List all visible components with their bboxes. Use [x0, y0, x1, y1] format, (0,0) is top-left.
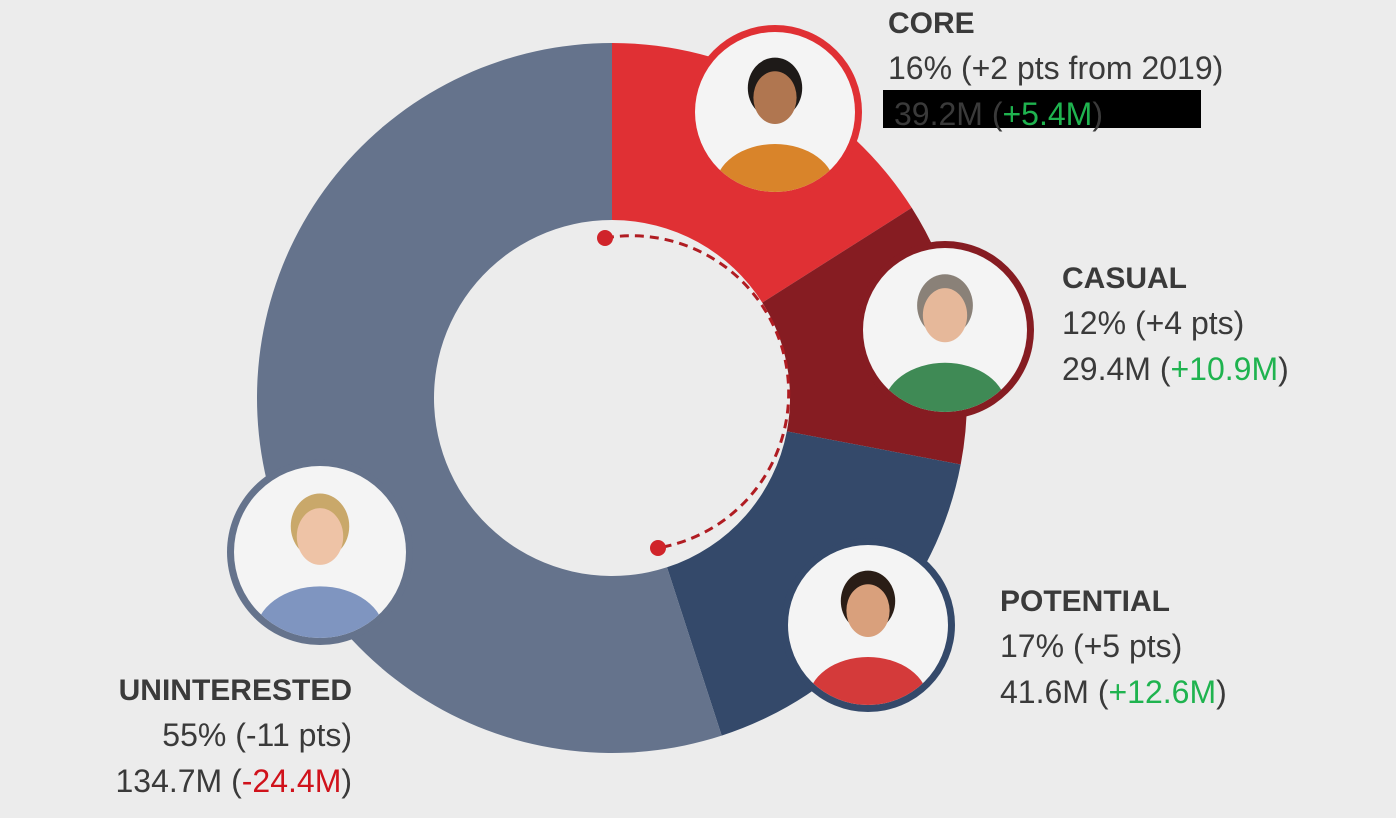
share-value: 55% — [162, 717, 226, 753]
avatar-body — [808, 657, 928, 705]
dashed-arc — [604, 234, 791, 550]
audience-value: 41.6M — [1000, 674, 1089, 710]
segment-audience: 41.6M (+12.6M) — [1000, 674, 1227, 710]
avatar — [255, 493, 385, 638]
audience-change: (+12.6M) — [1098, 674, 1227, 710]
audience-change: (+5.4M) — [992, 96, 1103, 132]
segment-audience: 134.7M (-24.4M) — [115, 763, 352, 799]
audience-value: 39.2M — [894, 96, 983, 132]
segment-share: 17% (+5 pts) — [1000, 628, 1182, 664]
photos — [227, 25, 1034, 712]
share-value: 16% — [888, 50, 952, 86]
avatar-body — [255, 586, 385, 638]
audience-change: (+10.9M) — [1160, 351, 1289, 387]
segment-audience: 29.4M (+10.9M) — [1062, 351, 1289, 387]
avatar-face — [846, 584, 890, 637]
segment-name: UNINTERESTED — [119, 674, 352, 707]
share-change: (+2 pts from 2019) — [961, 50, 1223, 86]
share-change: (+4 pts) — [1135, 305, 1244, 341]
labels: CORE 16% (+2 pts from 2019) 39.2M (+5.4M) C… — [115, 7, 1288, 800]
segment-share: 12% (+4 pts) — [1062, 305, 1244, 341]
avatar-face — [753, 71, 797, 124]
share-value: 12% — [1062, 305, 1126, 341]
highlight-box — [883, 90, 1201, 128]
segment-audience: 39.2M (+5.4M) — [894, 96, 1103, 132]
avatar-body — [883, 362, 1007, 412]
segment-share: 16% (+2 pts from 2019) — [888, 50, 1223, 86]
segment-name: POTENTIAL — [1000, 585, 1170, 618]
avatar-body — [715, 144, 835, 192]
audience-value: 134.7M — [115, 763, 222, 799]
share-value: 17% — [1000, 628, 1064, 664]
audience-value: 29.4M — [1062, 351, 1151, 387]
share-change: (-11 pts) — [235, 717, 352, 753]
arc-dot — [597, 230, 613, 246]
share-change: (+5 pts) — [1073, 628, 1182, 664]
segment-share: 55% (-11 pts) — [162, 717, 352, 753]
segment-name: CASUAL — [1062, 262, 1187, 295]
arc-dot — [650, 540, 666, 556]
audience-change: (-24.4M) — [231, 763, 352, 799]
segment-name: CORE — [888, 7, 975, 40]
avatar — [808, 570, 928, 705]
avatar — [883, 274, 1007, 412]
avatar-face — [922, 288, 968, 343]
avatar-face — [296, 508, 344, 565]
avatar — [715, 57, 835, 192]
